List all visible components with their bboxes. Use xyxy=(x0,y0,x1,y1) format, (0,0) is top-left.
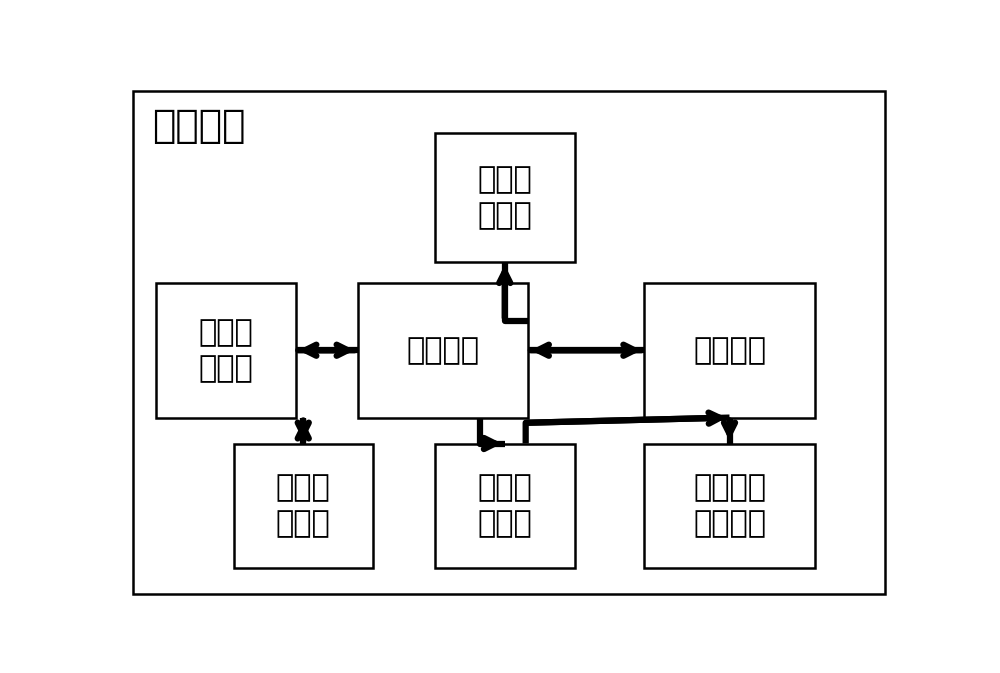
Bar xyxy=(358,283,528,417)
Text: 工作电压
输出接口: 工作电压 输出接口 xyxy=(693,473,766,538)
Text: 信号总
线接口: 信号总 线接口 xyxy=(198,318,253,383)
Bar xyxy=(234,444,373,568)
Text: 整流电路: 整流电路 xyxy=(406,336,479,365)
Bar xyxy=(156,283,296,417)
Bar xyxy=(644,444,815,568)
Bar xyxy=(435,444,574,568)
Bar xyxy=(644,283,815,417)
Text: 电源单元: 电源单元 xyxy=(152,106,246,145)
Bar xyxy=(435,133,574,262)
Text: 通信单
元接口: 通信单 元接口 xyxy=(276,473,331,538)
Text: 电源储
能电容: 电源储 能电容 xyxy=(477,473,532,538)
Text: 起爆单
元接口: 起爆单 元接口 xyxy=(477,165,532,229)
Text: 降压器件: 降压器件 xyxy=(693,336,766,365)
